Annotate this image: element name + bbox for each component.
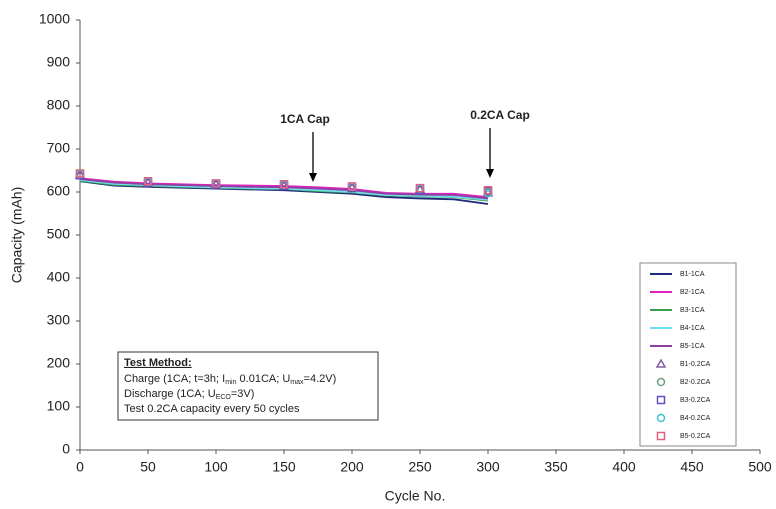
x-tick-label: 100 — [204, 459, 228, 475]
x-tick-label: 450 — [680, 459, 704, 475]
y-tick-label: 500 — [47, 226, 71, 242]
text-box-title: Test Method: — [124, 357, 192, 369]
x-tick-label: 250 — [408, 459, 432, 475]
legend-label: B4-1CA — [680, 325, 705, 332]
scatter-point — [143, 177, 153, 186]
legend-swatch — [656, 377, 666, 387]
legend-label: B3-0.2CA — [680, 397, 711, 404]
x-tick-label: 200 — [340, 459, 364, 475]
arrow-head — [486, 169, 494, 178]
subscript: min — [225, 379, 236, 386]
y-tick-label: 1000 — [39, 11, 70, 27]
annotation: 0.2CA Cap — [470, 108, 530, 122]
y-tick-label: 700 — [47, 140, 71, 156]
text-segment: =3V) — [231, 388, 255, 400]
legend-label: B3-1CA — [680, 307, 705, 314]
legend-label: B1-0.2CA — [680, 361, 711, 368]
x-tick-label: 150 — [272, 459, 296, 475]
y-tick-label: 600 — [47, 183, 71, 199]
y-tick-label: 300 — [47, 312, 71, 328]
legend-label: B4-0.2CA — [680, 415, 711, 422]
x-tick-label: 500 — [748, 459, 772, 475]
text-box-line: Test 0.2CA capacity every 50 cycles — [124, 403, 300, 415]
text-segment: Discharge (1CA; U — [124, 388, 216, 400]
text-segment: =4.2V) — [304, 373, 337, 385]
legend-swatch — [655, 358, 667, 368]
legend-label: B2-0.2CA — [680, 379, 711, 386]
legend-swatch — [656, 431, 666, 441]
subscript: max — [290, 379, 304, 386]
y-tick-label: 200 — [47, 355, 71, 371]
x-tick-label: 300 — [476, 459, 500, 475]
x-tick-label: 50 — [140, 459, 156, 475]
text-segment: Test 0.2CA capacity every 50 cycles — [124, 403, 300, 415]
x-axis-label: Cycle No. — [385, 488, 446, 504]
scatter-point — [347, 182, 357, 191]
legend-label: B1-1CA — [680, 271, 705, 278]
legend-label: B5-1CA — [680, 343, 705, 350]
legend-label: B5-0.2CA — [680, 433, 711, 440]
y-tick-label: 0 — [62, 441, 70, 457]
text-segment: Charge (1CA; t=3h; I — [124, 373, 225, 385]
legend-label: B2-1CA — [680, 289, 705, 296]
text-box-line: Charge (1CA; t=3h; Imin 0.01CA; Umax=4.2… — [124, 373, 336, 386]
y-tick-label: 900 — [47, 54, 71, 70]
text-box-line: Discharge (1CA; UECO=3V) — [124, 388, 254, 401]
scatter-point — [211, 179, 221, 188]
x-tick-label: 400 — [612, 459, 636, 475]
scatter-point — [75, 169, 85, 178]
x-tick-label: 350 — [544, 459, 568, 475]
y-tick-label: 100 — [47, 398, 71, 414]
text-box — [117, 351, 379, 421]
y-tick-label: 400 — [47, 269, 71, 285]
legend-box — [639, 262, 737, 447]
scatter-point — [483, 186, 493, 195]
arrow-head — [309, 173, 317, 182]
scatter-point — [279, 180, 289, 189]
legend-swatch — [656, 395, 666, 405]
text-segment: 0.01CA; U — [236, 373, 290, 385]
x-tick-label: 0 — [76, 459, 84, 475]
y-axis-label: Capacity (mAh) — [9, 187, 25, 283]
y-tick-label: 800 — [47, 97, 71, 113]
annotation: 1CA Cap — [280, 112, 330, 126]
scatter-point — [415, 183, 425, 193]
subscript: ECO — [216, 394, 232, 401]
legend-swatch — [656, 413, 666, 423]
